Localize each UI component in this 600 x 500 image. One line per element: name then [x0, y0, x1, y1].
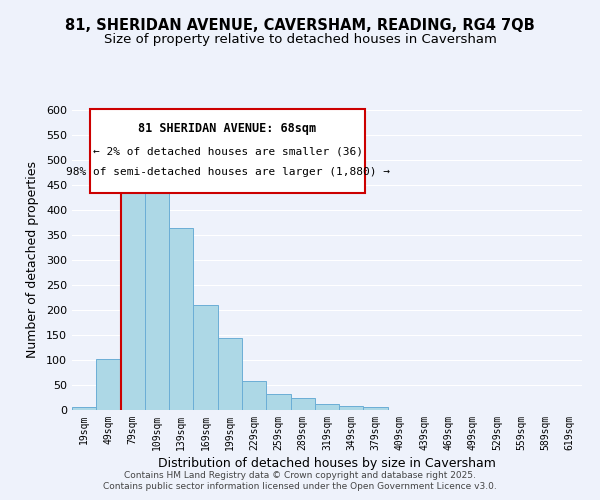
Text: ← 2% of detached houses are smaller (36): ← 2% of detached houses are smaller (36) [92, 146, 362, 156]
Text: 98% of semi-detached houses are larger (1,880) →: 98% of semi-detached houses are larger (… [65, 167, 389, 177]
Bar [145, 162, 169, 410]
Bar [72, 407, 96, 410]
Bar [218, 338, 242, 410]
Text: 81 SHERIDAN AVENUE: 68sqm: 81 SHERIDAN AVENUE: 68sqm [139, 122, 317, 135]
Y-axis label: Number of detached properties: Number of detached properties [26, 162, 39, 358]
Bar [315, 404, 339, 410]
Bar [290, 398, 315, 410]
Bar [193, 305, 218, 410]
Bar [121, 184, 145, 410]
Bar [364, 407, 388, 410]
Bar [96, 358, 121, 410]
Text: Contains public sector information licensed under the Open Government Licence v3: Contains public sector information licen… [103, 482, 497, 491]
X-axis label: Distribution of detached houses by size in Caversham: Distribution of detached houses by size … [158, 457, 496, 470]
Bar [169, 228, 193, 410]
Bar [266, 394, 290, 410]
Text: Contains HM Land Registry data © Crown copyright and database right 2025.: Contains HM Land Registry data © Crown c… [124, 470, 476, 480]
Bar [339, 406, 364, 410]
Bar [242, 381, 266, 410]
Text: Size of property relative to detached houses in Caversham: Size of property relative to detached ho… [104, 32, 496, 46]
FancyBboxPatch shape [90, 108, 365, 192]
Text: 81, SHERIDAN AVENUE, CAVERSHAM, READING, RG4 7QB: 81, SHERIDAN AVENUE, CAVERSHAM, READING,… [65, 18, 535, 32]
